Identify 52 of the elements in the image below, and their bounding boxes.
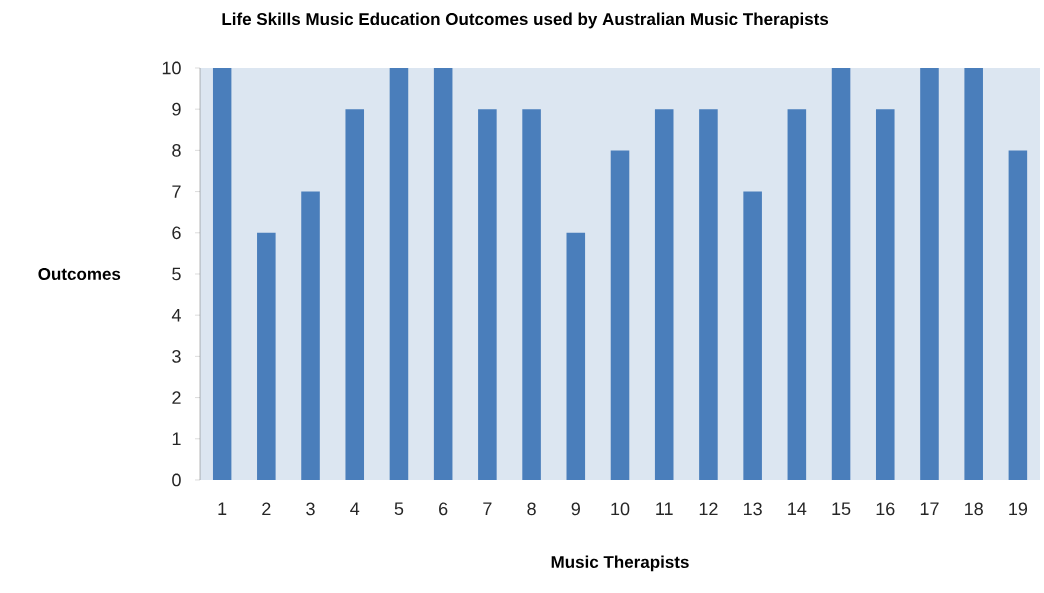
bar <box>831 67 851 480</box>
x-tick-label: 7 <box>483 502 492 515</box>
x-tick-label: 8 <box>527 502 536 516</box>
bar <box>389 67 409 480</box>
chart-title: Life Skills Music Education Outcomes used by Australian Music Therapists <box>222 12 829 29</box>
x-tick-label: 3 <box>306 502 315 516</box>
bar <box>699 109 718 480</box>
x-tick-label: 10 <box>611 502 630 516</box>
bar <box>875 109 895 480</box>
y-tick-label: 2 <box>172 391 181 404</box>
bar <box>964 67 983 480</box>
x-tick-label: 5 <box>394 502 404 516</box>
y-tick-label: 1 <box>172 432 181 445</box>
y-tick-label: 5 <box>172 267 181 281</box>
x-tick-label: 14 <box>788 502 807 515</box>
bar <box>301 191 320 480</box>
x-tick-label: 2 <box>262 502 271 516</box>
y-axis-title: Outcomes <box>38 267 121 281</box>
x-tick-label: 18 <box>965 502 983 516</box>
x-tick-label: 4 <box>350 502 360 515</box>
x-tick-label: 6 <box>439 502 448 516</box>
x-tick-label: 16 <box>876 502 895 516</box>
y-tick-label: 4 <box>171 308 181 322</box>
bar <box>478 109 497 480</box>
bar <box>257 232 276 480</box>
x-tick-label: 19 <box>1009 502 1028 516</box>
bar <box>522 109 541 480</box>
x-tick-label: 1 <box>218 502 227 515</box>
x-axis-title: Music Therapists <box>551 555 689 572</box>
bar <box>1008 150 1028 480</box>
y-tick-label: 7 <box>172 185 181 198</box>
x-tick-label: 12 <box>699 502 718 516</box>
bar <box>345 109 365 480</box>
x-tick-label: 15 <box>832 502 851 516</box>
bar <box>610 150 630 480</box>
y-tick-label: 10 <box>162 61 181 75</box>
bar <box>920 67 939 480</box>
x-tick-label: 13 <box>743 502 762 516</box>
y-tick-label: 9 <box>172 102 181 116</box>
x-tick-label: 17 <box>920 502 939 515</box>
y-tick-label: 6 <box>172 226 181 240</box>
bar <box>433 67 453 480</box>
x-tick-label: 11 <box>656 502 673 515</box>
bar <box>654 109 674 480</box>
x-tick-label: 9 <box>571 502 580 516</box>
bar <box>743 191 762 480</box>
y-tick-label: 0 <box>172 473 181 487</box>
bar <box>212 67 232 480</box>
y-tick-label: 3 <box>172 350 181 363</box>
bar <box>566 232 586 480</box>
bar <box>787 109 807 480</box>
y-tick-label: 8 <box>172 144 181 157</box>
